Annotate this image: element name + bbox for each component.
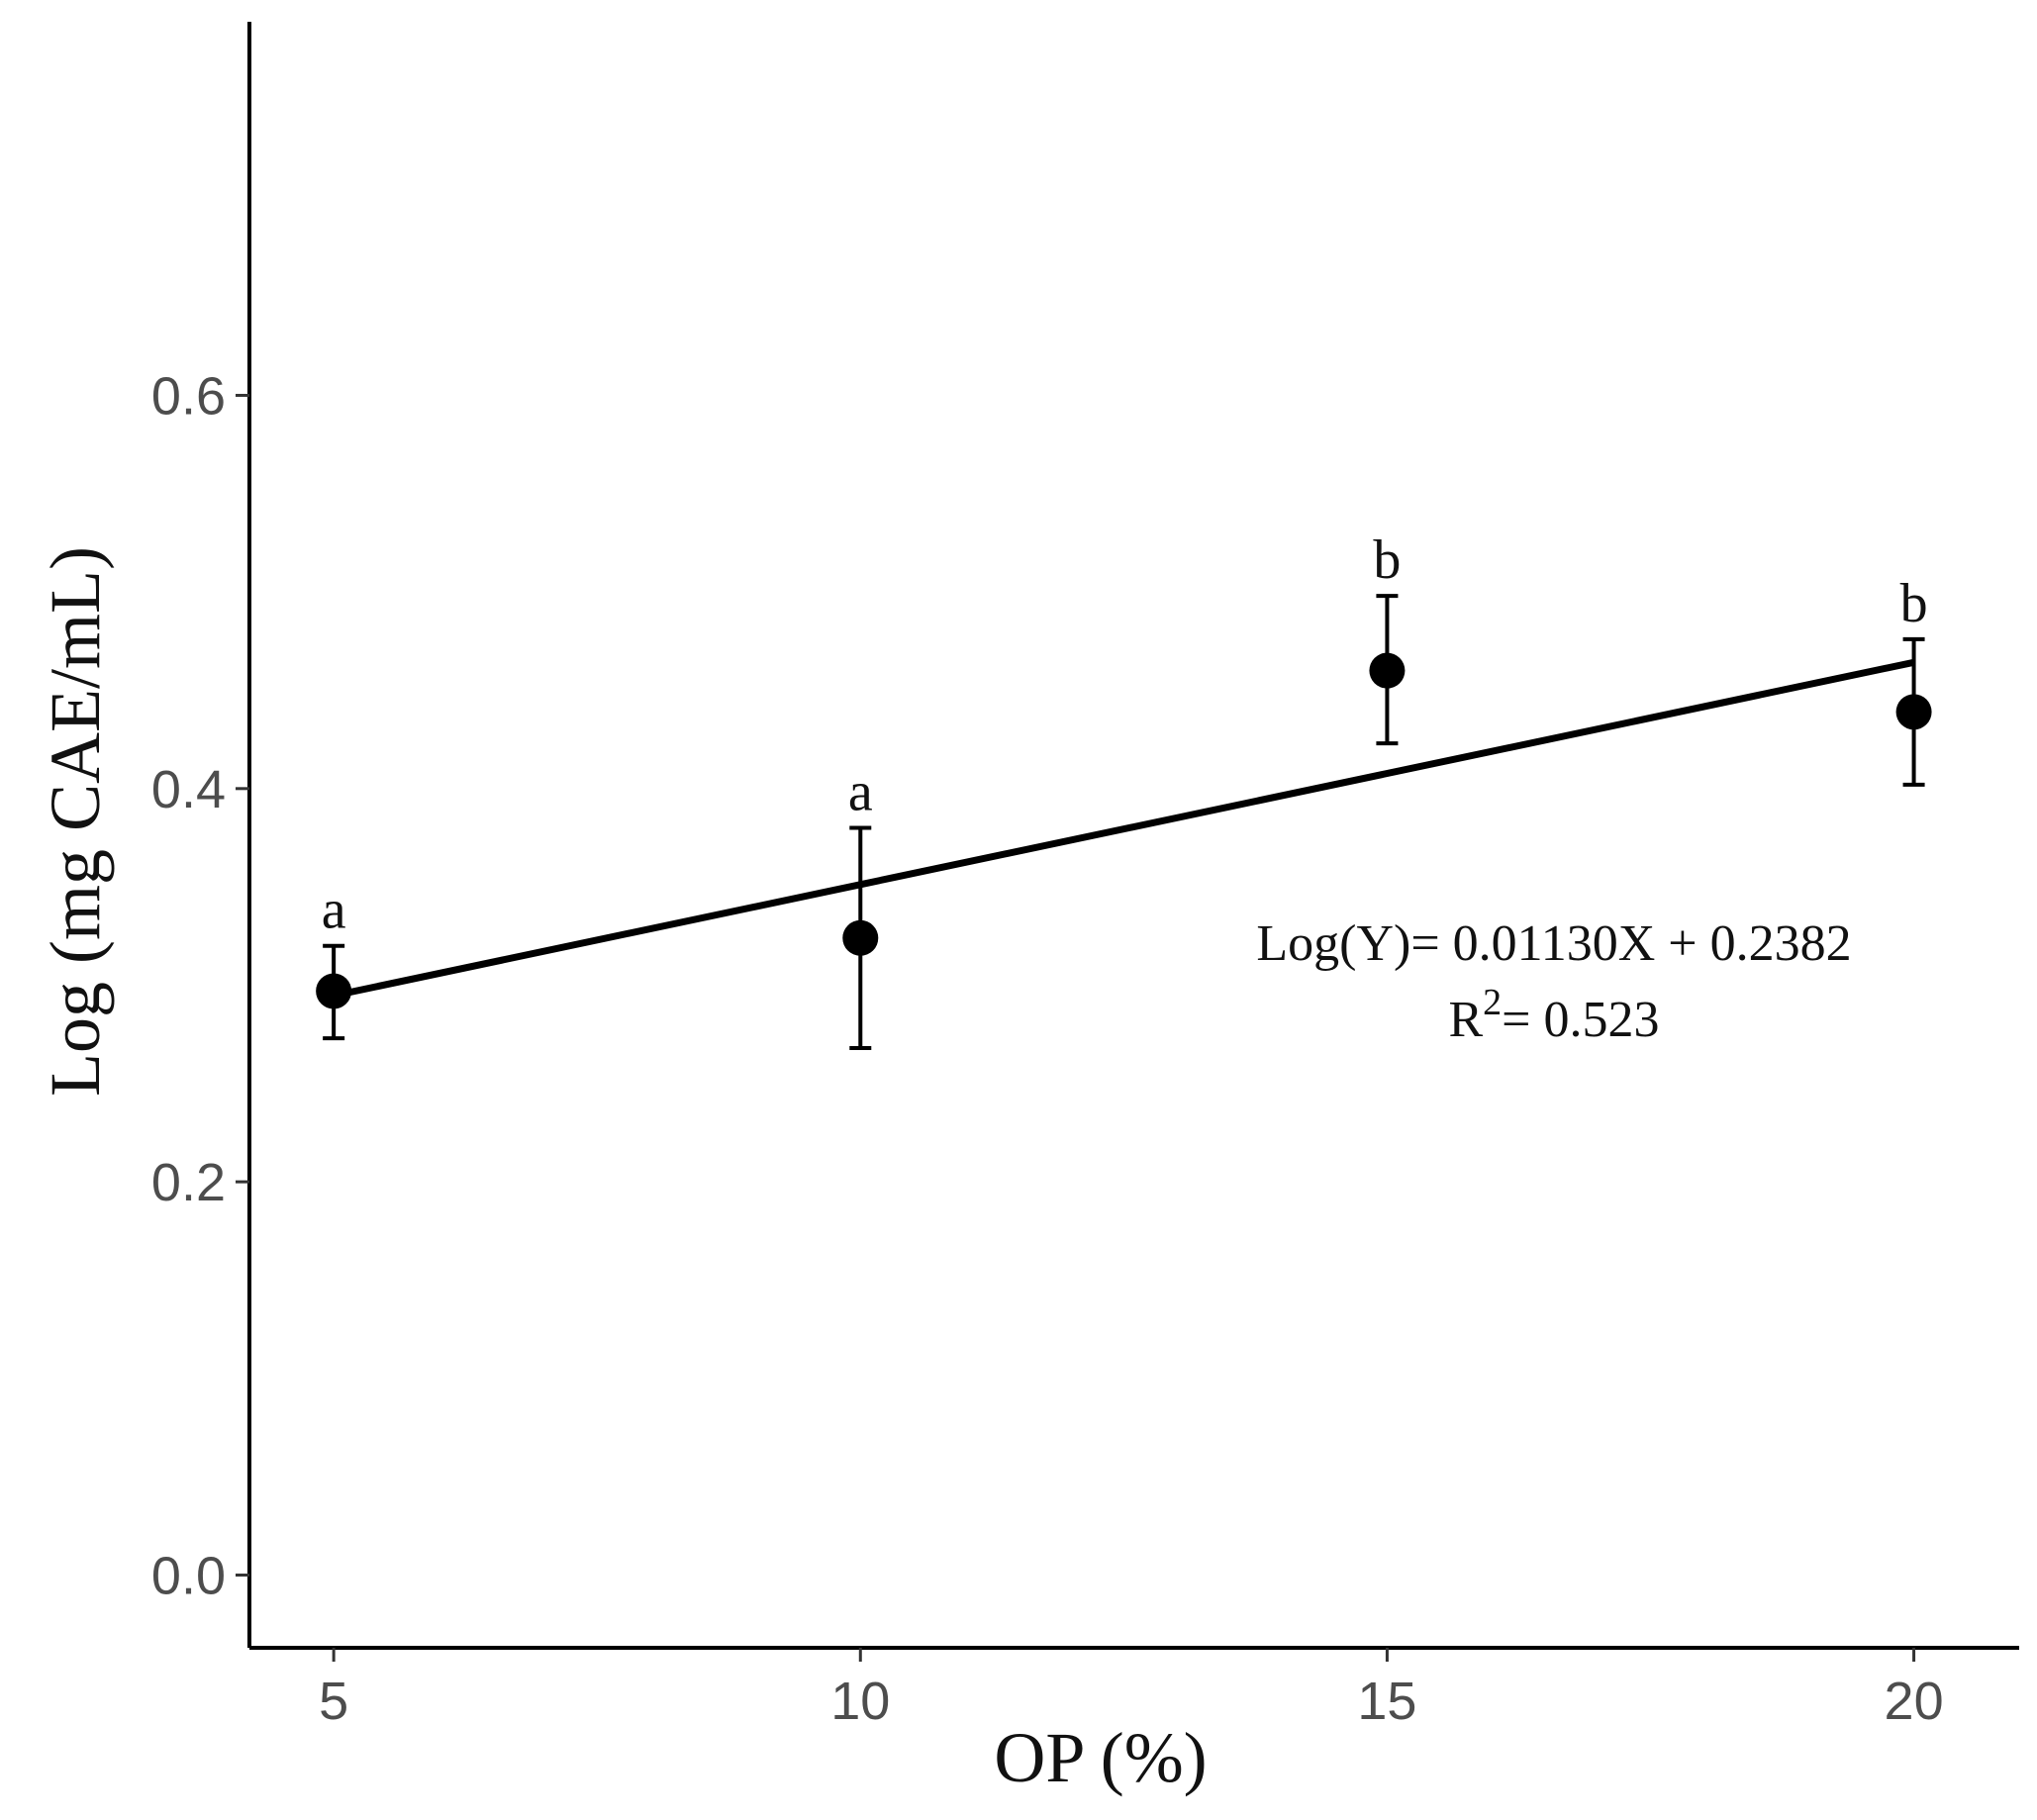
regression-line (333, 658, 1915, 1000)
x-axis-title: OP (%) (994, 1718, 1207, 1797)
y-axis-title: Log (mg CAE/mL) (36, 546, 115, 1097)
data-point (1895, 694, 1932, 730)
significance-letter: b (1900, 573, 1928, 634)
regression-equation: Log(Y)= 0.01130X + 0.2382 (1256, 915, 1851, 972)
fit-line-group (333, 658, 1915, 1000)
y-tick-label: 0.4 (151, 760, 226, 819)
y-tick-label: 0.6 (151, 366, 226, 426)
r-squared-letter: R (1448, 992, 1483, 1048)
data-point (316, 973, 352, 1009)
data-point (1369, 652, 1406, 689)
x-tick-label: 10 (830, 1672, 890, 1731)
axes (247, 22, 2019, 1650)
x-tick-label: 20 (1885, 1672, 1944, 1731)
significance-letter: a (322, 880, 346, 941)
data-point (842, 919, 879, 956)
r-squared-superscript: 2 (1483, 982, 1502, 1023)
y-tick-label: 0.2 (151, 1153, 226, 1212)
significance-letter: b (1373, 529, 1401, 591)
r-squared-value: = 0.523 (1502, 992, 1659, 1048)
data-points: a a b b (316, 529, 1932, 1051)
y-tick-label: 0.0 (151, 1546, 226, 1605)
r-squared-annotation: R2= 0.523 (1448, 982, 1659, 1048)
x-tick-label: 5 (319, 1672, 348, 1731)
ticks: 5 10 15 20 0.0 0.2 0.4 0.6 (151, 366, 1944, 1731)
x-tick-label: 15 (1357, 1672, 1416, 1731)
significance-letter: a (848, 762, 873, 823)
